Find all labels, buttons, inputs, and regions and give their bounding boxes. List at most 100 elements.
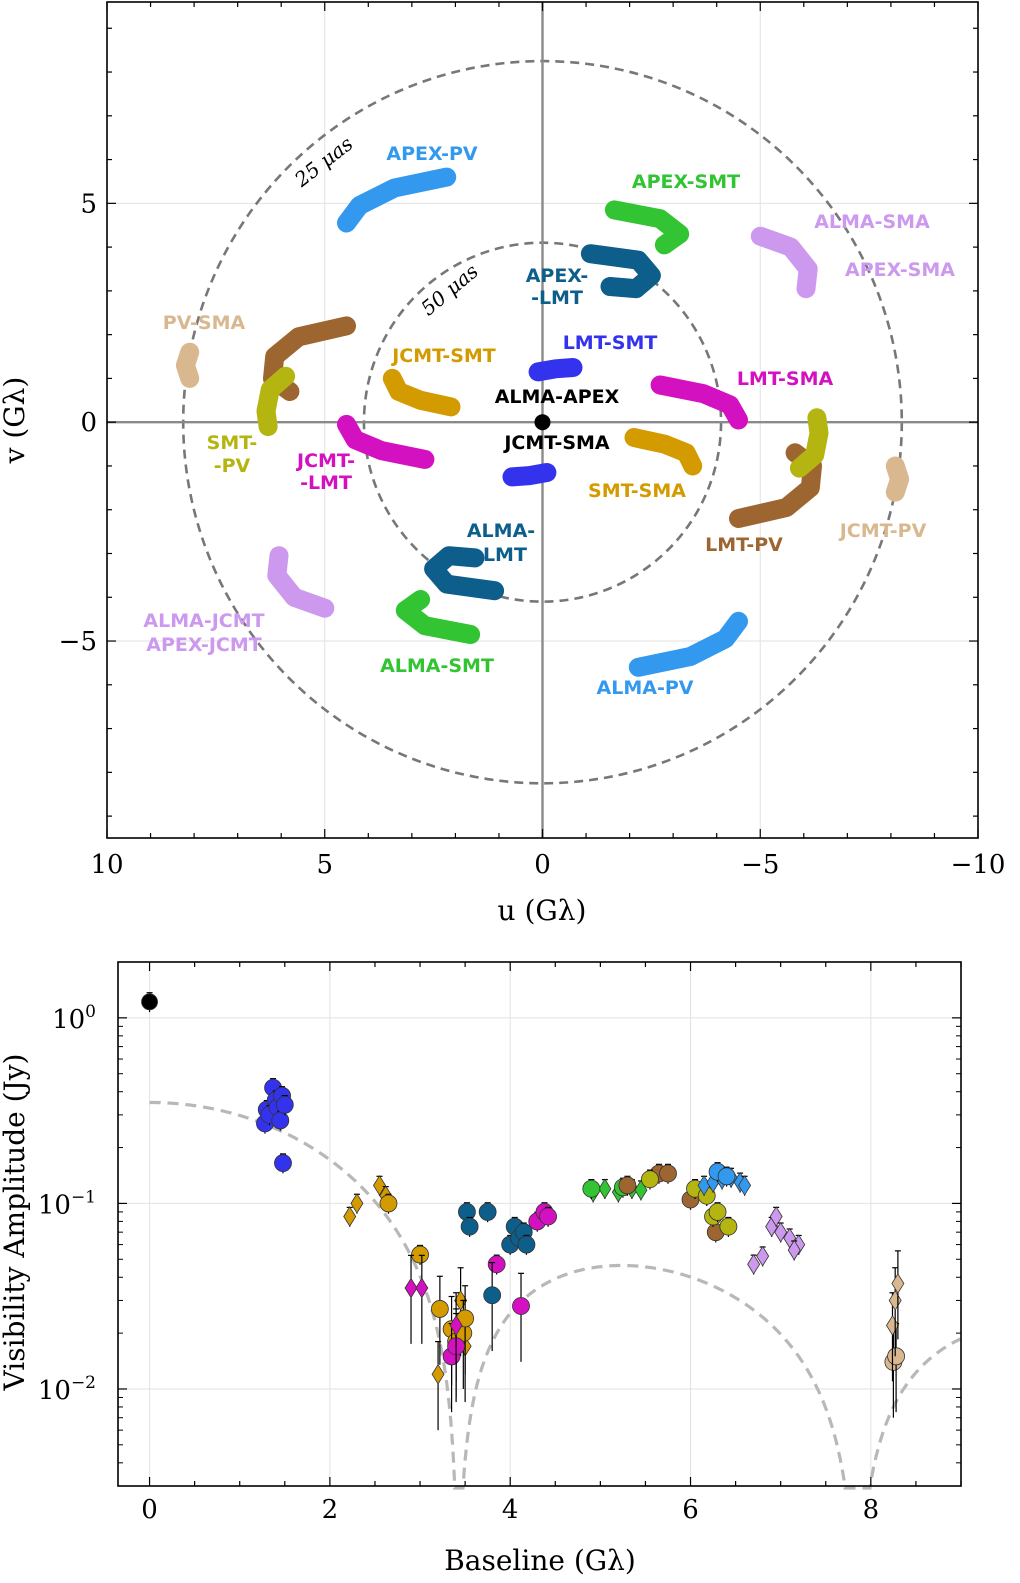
uv-track <box>502 463 557 487</box>
data-point <box>343 1206 357 1227</box>
baseline-label: ALMA-APEX <box>495 386 620 408</box>
data-point <box>274 1154 292 1172</box>
y-tick-exponent: −2 <box>71 1373 96 1393</box>
baseline-label: ALMA-SMT <box>380 655 494 677</box>
data-point <box>787 1239 801 1261</box>
x-tick-label: 0 <box>141 1495 158 1525</box>
baseline-label: APEX-JCMT <box>146 634 262 656</box>
uv-track <box>267 546 335 618</box>
uv-track <box>337 167 457 233</box>
data-point <box>738 1175 752 1196</box>
x-tick-label: 6 <box>682 1495 699 1525</box>
visibility-grid <box>118 962 961 1486</box>
data-point <box>774 1221 788 1243</box>
baseline-label: ALMA-JCMT <box>143 610 264 632</box>
data-point <box>411 1245 429 1264</box>
uv-track <box>628 611 748 677</box>
uv-track <box>750 226 818 299</box>
visibility-x-axis-title: Baseline (Gλ) <box>444 1544 636 1577</box>
baseline-label: PV-SMA <box>163 312 246 334</box>
y-tick-label: 10−2 <box>38 1373 96 1406</box>
baseline-label: APEX-PV <box>386 143 478 165</box>
x-tick-label: 5 <box>316 850 333 880</box>
data-point <box>719 1217 738 1236</box>
baseline-label: ALMA- <box>467 520 535 542</box>
visibility-panel: 0 2 4 6 8 10−2 10−1 100 Baseline (Gλ) Visibilit… <box>0 961 962 1577</box>
visibility-plot-frame <box>117 961 962 1487</box>
baseline-label: -LMT <box>300 472 352 494</box>
x-tick-label: 4 <box>502 1495 519 1525</box>
baseline-label: JCMT-PV <box>838 520 927 542</box>
data-point <box>641 1170 659 1189</box>
data-point <box>275 1095 294 1114</box>
uv-track <box>604 200 690 255</box>
baseline-label: LMT-SMA <box>737 368 834 390</box>
data-point <box>430 1300 449 1318</box>
data-point <box>379 1194 398 1213</box>
data-point <box>717 1167 736 1186</box>
y-tick-label: 0 <box>80 408 97 438</box>
data-point <box>350 1193 364 1214</box>
uv-track <box>382 368 461 417</box>
y-tick-label: 100 <box>52 1002 96 1035</box>
data-point <box>271 1111 290 1130</box>
visibility-points <box>141 992 905 1431</box>
baseline-label: JCMT-SMA <box>502 432 610 454</box>
data-point <box>891 1273 905 1294</box>
uv-track <box>337 414 435 469</box>
data-point <box>415 1277 429 1299</box>
data-point <box>659 1164 677 1183</box>
baseline-label: LMT-SMT <box>563 332 658 354</box>
x-tick-label: 10 <box>90 850 123 880</box>
data-point <box>372 1175 386 1196</box>
data-point <box>756 1245 770 1267</box>
uv-track <box>528 358 583 382</box>
baseline-label: JCMT-SMT <box>390 345 496 367</box>
baseline-label: -LMT <box>531 287 583 309</box>
data-point <box>460 1217 479 1236</box>
data-point <box>747 1253 761 1275</box>
uv-track <box>789 408 829 478</box>
data-point <box>887 1347 905 1366</box>
y-tick-exponent: −1 <box>71 1187 96 1207</box>
baseline-label: ALMA-SMA <box>814 211 930 233</box>
uv-track <box>624 428 703 476</box>
data-point <box>487 1255 506 1274</box>
uv-track <box>885 456 910 502</box>
data-point <box>483 1286 502 1305</box>
y-tick-label: −5 <box>59 627 97 657</box>
uv-point <box>534 414 551 431</box>
baseline-label: APEX- <box>526 265 589 287</box>
y-tick-label: 10−1 <box>38 1187 96 1220</box>
visibility-y-axis-title: Visibility Amplitude (Jy) <box>0 1054 31 1392</box>
baseline-label: APEX-SMT <box>632 171 740 193</box>
baseline-label: SMT- <box>207 432 258 454</box>
data-point <box>888 1290 902 1311</box>
uv-tracks <box>175 167 910 677</box>
baseline-label: APEX-SMA <box>845 259 955 281</box>
uv-y-axis-title: v (Gλ) <box>0 377 31 465</box>
y-tick-label: 5 <box>80 189 97 219</box>
uv-track <box>175 342 200 388</box>
data-point <box>769 1206 783 1227</box>
data-point <box>404 1277 418 1299</box>
baseline-label: JCMT- <box>295 450 355 472</box>
data-point <box>517 1235 536 1254</box>
data-point <box>431 1363 445 1385</box>
visibility-ticks: 0 2 4 6 8 10−2 10−1 100 <box>38 961 962 1525</box>
uv-track <box>395 590 481 644</box>
baseline-label: ALMA-PV <box>597 677 694 699</box>
baseline-label: -PV <box>214 455 251 477</box>
x-tick-label: 2 <box>322 1495 339 1525</box>
data-point <box>512 1297 530 1315</box>
data-point <box>886 1315 899 1336</box>
uv-track <box>580 244 661 299</box>
data-point <box>449 1315 463 1336</box>
data-point <box>478 1203 497 1221</box>
x-tick-label: 0 <box>534 850 551 880</box>
data-point <box>582 1179 601 1198</box>
x-tick-label: 8 <box>863 1495 880 1525</box>
uv-coverage-panel: 10 5 0 −5 −10 5 0 −5 APEX-PV APEX-SMT ALMA-SMA APE… <box>0 1 1006 927</box>
uv-track <box>256 366 296 437</box>
